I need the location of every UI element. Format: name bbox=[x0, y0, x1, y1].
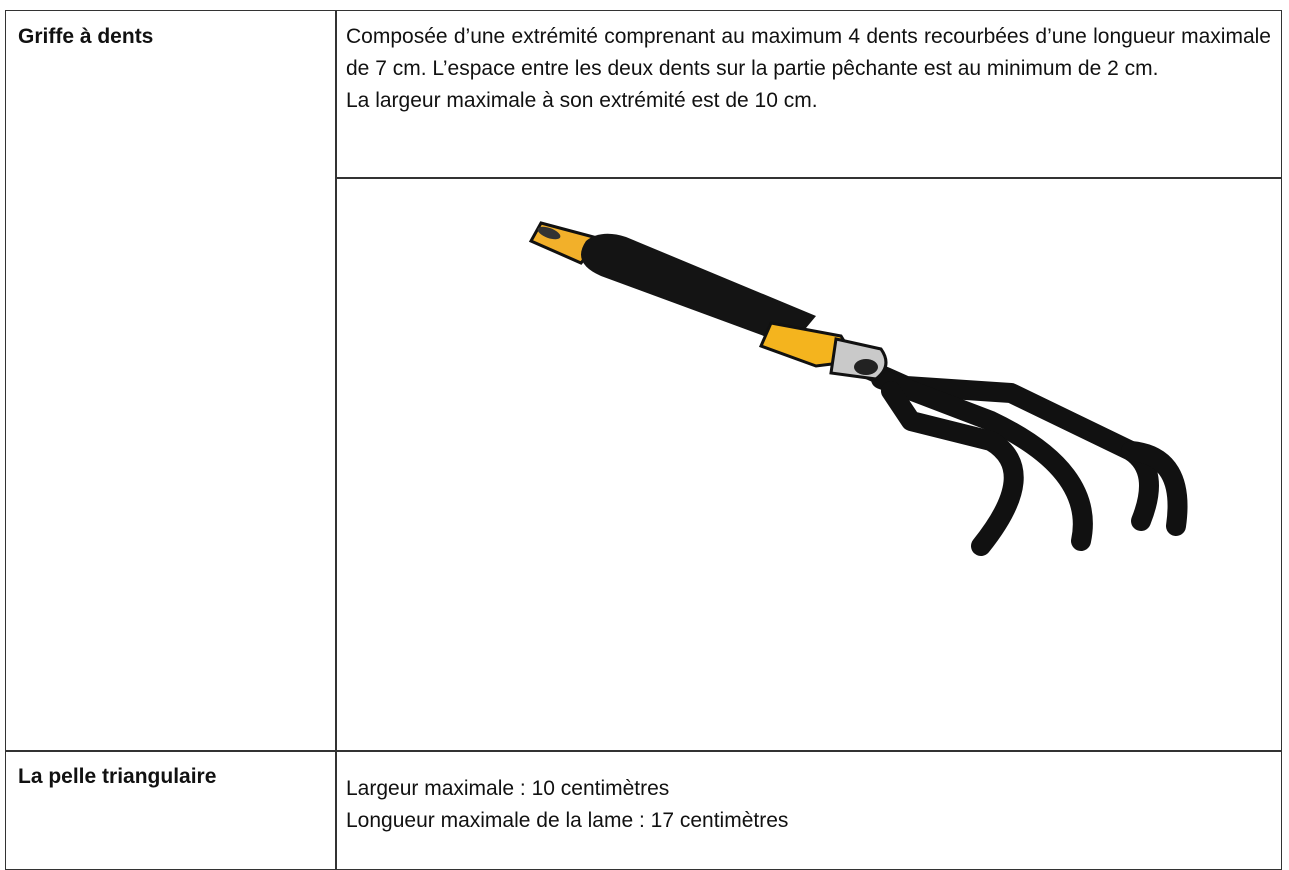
row-description: Largeur maximale : 10 centimètres Longue… bbox=[335, 750, 1282, 870]
row-label: Griffe à dents bbox=[5, 10, 337, 752]
rake-illustration bbox=[528, 221, 1188, 556]
page: Griffe à dents Composée d’une extrémité … bbox=[5, 10, 1282, 870]
paragraph: Largeur maximale : 10 centimètres bbox=[346, 777, 670, 800]
paragraph: Longueur maximale de la lame : 17 centim… bbox=[346, 809, 789, 832]
row-description: Composée d’une extrémité comprenant au m… bbox=[335, 10, 1282, 179]
image-cell bbox=[335, 177, 1282, 752]
row-label: La pelle triangulaire bbox=[5, 750, 337, 870]
paragraph: Composée d’une extrémité comprenant au m… bbox=[346, 25, 1271, 80]
paragraph: La largeur maximale à son extrémité est … bbox=[346, 89, 818, 112]
